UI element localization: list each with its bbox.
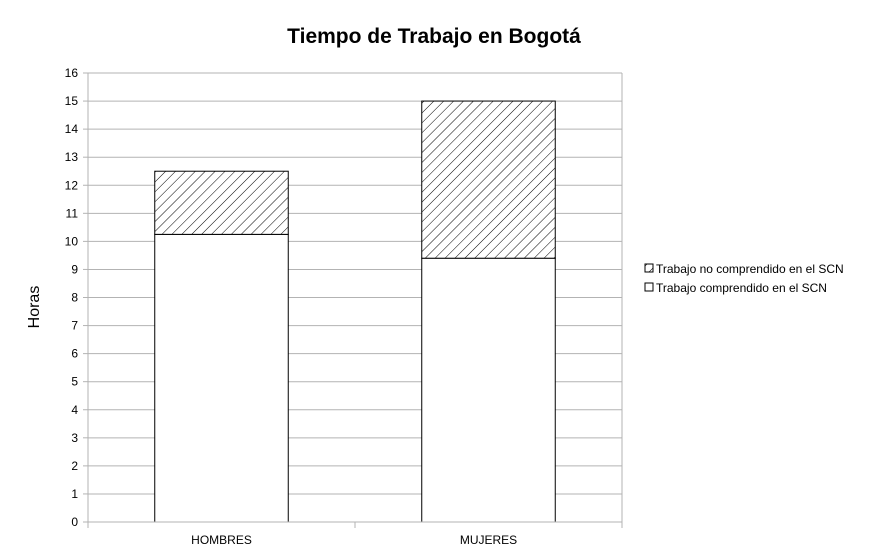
- bar-segment: [421, 257, 556, 523]
- bar-segment: [421, 100, 556, 259]
- y-tick-label: 6: [71, 347, 78, 361]
- x-tick-label: HOMBRES: [191, 533, 252, 547]
- y-tick-label: 5: [71, 375, 78, 389]
- x-tick-label: MUJERES: [460, 533, 517, 547]
- y-tick-label: 4: [71, 403, 78, 417]
- bars: [154, 100, 556, 523]
- y-tick-label: 1: [71, 487, 78, 501]
- y-tick-label: 0: [71, 515, 78, 529]
- y-tick-label: 13: [65, 150, 79, 164]
- bar-segment: [154, 170, 289, 235]
- bar-segment: [154, 233, 289, 523]
- chart-title: Tiempo de Trabajo en Bogotá: [287, 25, 581, 48]
- y-tick-label: 16: [65, 66, 79, 80]
- legend: Trabajo no comprendido en el SCN Trabajo …: [644, 262, 844, 295]
- legend-label: Trabajo no comprendido en el SCN: [656, 262, 844, 276]
- y-tick-label: 11: [66, 206, 79, 220]
- legend-swatch: [644, 263, 654, 273]
- y-tick-label: 3: [71, 431, 78, 445]
- y-tick-label: 7: [71, 319, 78, 333]
- legend-swatch: [644, 282, 654, 292]
- y-tick-label: 10: [65, 234, 79, 248]
- y-tick-label: 2: [71, 459, 78, 473]
- y-tick-label: 12: [65, 178, 79, 192]
- y-tick-label: 14: [65, 122, 79, 136]
- legend-label: Trabajo comprendido en el SCN: [656, 281, 827, 295]
- y-tick-label: 8: [71, 291, 78, 305]
- y-tick-label: 15: [65, 94, 79, 108]
- y-tick-label: 9: [71, 262, 78, 276]
- y-axis-label: Horas: [26, 286, 43, 329]
